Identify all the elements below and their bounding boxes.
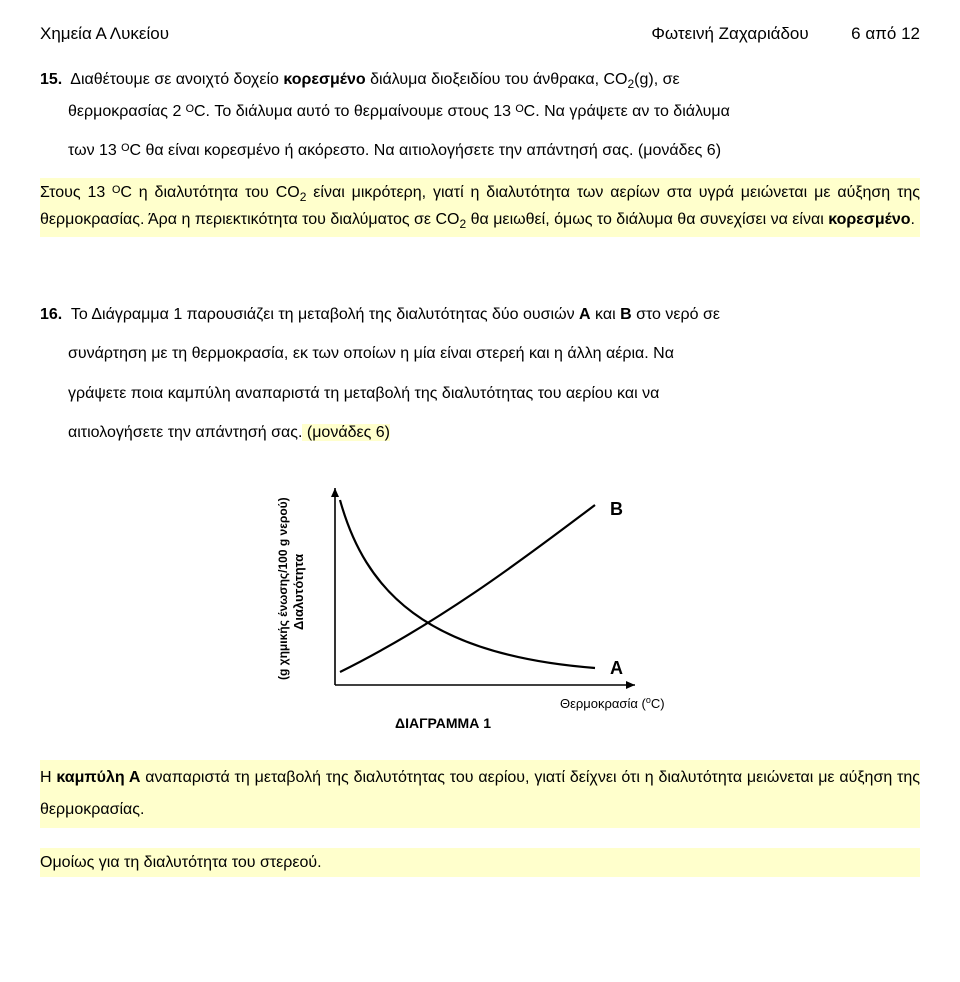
question-15: 15. Διαθέτουμε σε ανοιχτό δοχείο κορεσμέ… (40, 67, 920, 236)
solubility-chart: B A Θερμοκρασία (oC) Διαλυτότητα(g χημικής … (265, 460, 695, 740)
q15-line3: των 13 ᴼC θα είναι κορεσμένο ή ακόρεστο.… (40, 138, 920, 164)
q15-answer: Στους 13 ᴼC η διαλυτότητα του CO2 είναι … (40, 178, 920, 237)
q15-a3: όμως το διάλυμα θα συνεχίσει να είναι (554, 211, 828, 228)
svg-text:A: A (610, 658, 623, 678)
q16-t4a: αιτιολογήσετε την απάντησή σας. (68, 424, 302, 441)
q16-t2: και (591, 306, 621, 323)
q16-b2: Β (620, 306, 632, 323)
aA-2: αναπαριστά τη μεταβολή της διαλυτότητας … (140, 769, 653, 786)
q15-a1: Στους 13 ᴼC η διαλυτότητα του CO (40, 184, 300, 201)
svg-text:ΔΙΑΓΡΑΜΜΑ 1: ΔΙΑΓΡΑΜΜΑ 1 (395, 715, 491, 731)
q16-b1: Α (579, 306, 591, 323)
q16-line3: γράψετε ποια καμπύλη αναπαριστά τη μεταβ… (40, 381, 920, 407)
aA-b: καμπύλη Α (56, 769, 140, 786)
header-page: 6 από 12 (851, 24, 920, 43)
q16-answer: Η καμπύλη Α αναπαριστά τη μεταβολή της δ… (40, 760, 920, 828)
q15-bold1: κορεσμένο (283, 71, 365, 88)
q16-line1: 16. Το Διάγραμμα 1 παρουσιάζει τη μεταβο… (40, 302, 920, 328)
header-left: Χημεία Α Λυκείου (40, 20, 169, 47)
header-right: Φωτεινή Ζαχαριάδου 6 από 12 (651, 20, 920, 47)
q16-line2: συνάρτηση με τη θερμοκρασία, εκ των οποί… (40, 341, 920, 367)
aA-1: Η (40, 769, 56, 786)
q15-line2: θερμοκρασίας 2 ᴼC. Το διάλυμα αυτό το θε… (40, 99, 920, 125)
q16-points: (μονάδες 6) (302, 424, 390, 441)
q16-line4: αιτιολογήσετε την απάντησή σας. (μονάδες… (40, 420, 920, 446)
q16-number: 16. (40, 306, 62, 323)
q15-text: 15. Διαθέτουμε σε ανοιχτό δοχείο κορεσμέ… (40, 67, 920, 94)
q15-a2c: θα μειωθεί, (466, 211, 549, 228)
question-16: 16. Το Διάγραμμα 1 παρουσιάζει τη μεταβο… (40, 302, 920, 878)
svg-text:(g χημικής ένωσης/100 g νερού): (g χημικής ένωσης/100 g νερού) (276, 497, 290, 680)
q15-t1: Διαθέτουμε σε ανοιχτό δοχείο (70, 71, 283, 88)
svg-text:Διαλυτότητα: Διαλυτότητα (291, 554, 306, 630)
svg-text:B: B (610, 499, 623, 519)
svg-text:Θερμοκρασία (oC): Θερμοκρασία (oC) (560, 695, 665, 711)
q15-t3: (g), σε (634, 71, 679, 88)
page-header: Χημεία Α Λυκείου Φωτεινή Ζαχαριάδου 6 απ… (40, 20, 920, 47)
diagram-1: B A Θερμοκρασία (oC) Διαλυτότητα(g χημικής … (40, 460, 920, 740)
q15-number: 15. (40, 71, 62, 88)
q16-t1: Το Διάγραμμα 1 παρουσιάζει τη μεταβολή τ… (71, 306, 579, 323)
header-author: Φωτεινή Ζαχαριάδου (651, 24, 808, 43)
q16-t3: στο νερό σε (632, 306, 720, 323)
q15-t2: διάλυμα διοξειδίου του άνθρακα, CO (366, 71, 628, 88)
omoios-line: Ομοίως για τη διαλυτότητα του στερεού. (40, 848, 920, 878)
q15-a3c: . (911, 211, 915, 228)
q15-a1c: είναι μικρότερη, γιατί η διαλυτότητα των… (306, 184, 734, 201)
q15-a3b: κορεσμένο (828, 211, 910, 228)
